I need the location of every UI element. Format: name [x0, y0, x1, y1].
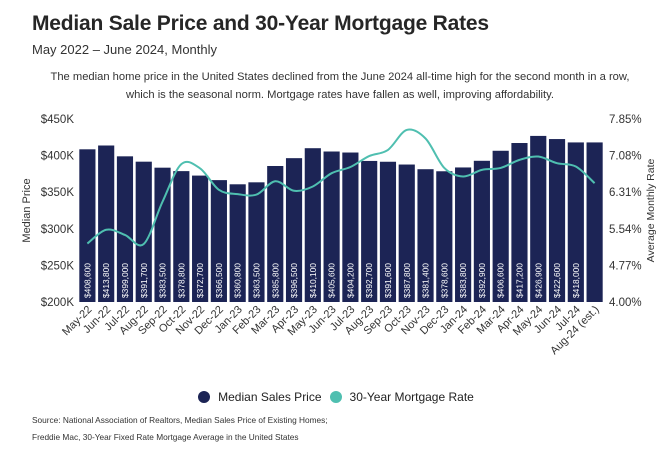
bar-value-label: $405,600 — [327, 263, 337, 298]
bar — [473, 160, 490, 302]
chart-subtitle: May 2022 – June 2024, Monthly — [32, 42, 218, 57]
bar-value-label: $408,600 — [82, 263, 92, 298]
bar — [398, 164, 415, 302]
y2-tick-label: 4.77% — [609, 260, 642, 272]
bar-value-label: $363,500 — [251, 263, 261, 298]
y-tick-label: $300K — [41, 224, 75, 236]
bar-value-label: $360,800 — [233, 263, 243, 298]
bar — [154, 167, 171, 302]
bar-value-label: $422,600 — [552, 263, 562, 298]
bar — [248, 182, 265, 302]
bar — [173, 171, 190, 302]
bar — [548, 139, 566, 302]
bar-value-label: $372,700 — [195, 263, 205, 298]
source-line-2: Freddie Mac, 30-Year Fixed Rate Mortgage… — [32, 432, 299, 442]
bar — [379, 161, 397, 302]
legend-swatch-price — [198, 391, 211, 403]
bar — [210, 180, 227, 302]
bar-value-label: $387,800 — [402, 263, 412, 298]
bar-value-label: $417,200 — [514, 263, 524, 298]
legend-item-price: Median Sales Price — [198, 390, 322, 404]
bar — [342, 152, 359, 302]
bar-value-label: $418,000 — [571, 263, 581, 298]
bar-value-label: $378,800 — [176, 263, 186, 298]
bar — [417, 169, 434, 302]
bar — [492, 150, 509, 302]
bar-value-label: $383,800 — [458, 263, 468, 298]
bar-value-label: $391,700 — [139, 263, 149, 298]
y2-tick-label: 5.54% — [609, 224, 642, 236]
legend-label-rate: 30-Year Mortgage Rate — [349, 390, 474, 404]
bar — [323, 151, 340, 302]
y-axis-label: Median Price — [21, 178, 33, 242]
chart-legend: Median Sales Price 30-Year Mortgage Rate — [0, 390, 672, 404]
bar-value-label: $426,900 — [533, 263, 543, 298]
bar — [116, 156, 134, 302]
bar-value-label: $381,400 — [421, 263, 431, 298]
bar — [455, 167, 472, 302]
y-tick-label: $200K — [41, 297, 75, 309]
y2-tick-label: 6.31% — [609, 187, 642, 199]
bar-value-label: $413,800 — [101, 263, 111, 298]
bar-value-label: $392,900 — [477, 263, 487, 298]
bar-value-label: $366,500 — [214, 263, 224, 298]
bar — [267, 165, 284, 302]
y-tick-label: $450K — [41, 114, 75, 126]
y2-tick-label: 7.85% — [609, 114, 642, 126]
chart-title: Median Sale Price and 30-Year Mortgage R… — [32, 12, 489, 35]
bar-value-label: $406,600 — [496, 263, 506, 298]
bar — [135, 161, 152, 302]
bar — [586, 142, 603, 302]
bar — [567, 142, 584, 302]
legend-swatch-rate — [329, 391, 342, 403]
legend-label-price: Median Sales Price — [218, 390, 322, 404]
bar-value-label: $404,200 — [345, 263, 355, 298]
bar — [98, 145, 115, 302]
bar — [304, 148, 321, 302]
bar — [192, 175, 209, 302]
y2-tick-label: 4.00% — [609, 297, 642, 309]
bar-value-label: $378,600 — [439, 263, 449, 298]
rate-line — [86, 128, 596, 247]
bar-value-label: $383,500 — [158, 263, 168, 298]
bar — [436, 171, 453, 302]
bar-value-label: $410,100 — [308, 263, 318, 298]
source-line-1: Source: National Association of Realtors… — [32, 415, 328, 425]
bar — [285, 158, 303, 302]
legend-item-rate: 30-Year Mortgage Rate — [329, 390, 474, 404]
bar-value-label: $391,600 — [383, 263, 393, 298]
y-tick-label: $350K — [41, 187, 75, 199]
y2-axis-label: Average Monthly Rate — [645, 158, 657, 262]
bar — [511, 143, 528, 302]
y-tick-label: $250K — [41, 260, 75, 272]
bar — [229, 184, 246, 302]
bar — [79, 149, 96, 302]
chart-description: The median home price in the United Stat… — [50, 71, 630, 101]
bar-value-label: $392,700 — [364, 263, 374, 298]
bar-value-label: $399,000 — [120, 263, 130, 298]
bar — [361, 160, 378, 302]
y2-tick-label: 7.08% — [609, 151, 642, 163]
bar — [530, 135, 547, 302]
bar-value-label: $385,800 — [270, 263, 280, 298]
source-note: Source: National Association of Realtors… — [32, 412, 328, 446]
y-tick-label: $400K — [41, 151, 75, 163]
bar-value-label: $396,500 — [289, 263, 299, 298]
